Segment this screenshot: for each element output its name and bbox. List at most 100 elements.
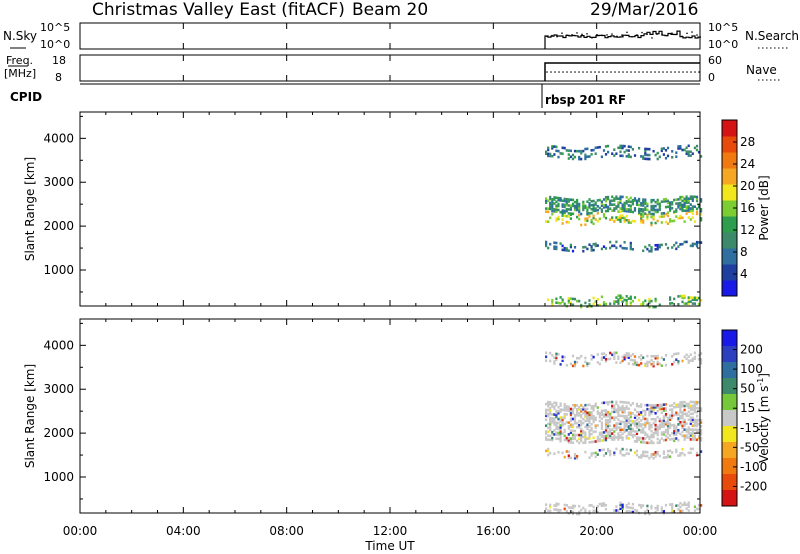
nave-dot bbox=[590, 71, 592, 73]
echo-cell bbox=[687, 418, 690, 421]
echo-cell bbox=[623, 430, 626, 434]
echo-cell bbox=[700, 198, 703, 201]
colorbar-tick-label: -15 bbox=[740, 421, 760, 435]
echo-cell bbox=[609, 414, 612, 418]
echo-cell bbox=[613, 426, 616, 429]
echo-cell bbox=[658, 303, 661, 307]
echo-cell bbox=[666, 205, 670, 209]
echo-cell bbox=[604, 216, 608, 220]
echo-cell bbox=[648, 408, 651, 411]
echo-cell bbox=[567, 301, 570, 304]
echo-cell bbox=[619, 195, 622, 199]
echo-cell bbox=[578, 433, 581, 437]
echo-cell bbox=[567, 157, 570, 160]
echo-cell bbox=[685, 197, 688, 200]
echo-cell bbox=[689, 428, 692, 431]
echo-cell bbox=[693, 298, 696, 302]
time-tick-label: 00:00 bbox=[63, 524, 98, 538]
echo-cell bbox=[652, 453, 655, 456]
echo-cell bbox=[567, 297, 570, 300]
echo-cell bbox=[557, 198, 560, 202]
echo-cell bbox=[555, 356, 558, 360]
echo-cell bbox=[627, 433, 630, 436]
echo-cell bbox=[666, 426, 670, 430]
time-tick-label: 04:00 bbox=[166, 524, 201, 538]
echo-cell bbox=[669, 426, 672, 429]
echo-cell bbox=[669, 201, 672, 204]
echo-cell bbox=[644, 454, 647, 458]
echo-cell bbox=[604, 434, 608, 438]
echo-cell bbox=[613, 355, 616, 358]
echo-cell bbox=[582, 408, 585, 411]
echo-cell bbox=[547, 414, 550, 418]
nsearch-dot bbox=[546, 35, 548, 38]
echo-cell bbox=[571, 153, 575, 157]
echo-cell bbox=[650, 433, 653, 437]
echo-cell bbox=[656, 429, 659, 433]
echo-cell bbox=[681, 300, 684, 304]
echo-cell bbox=[697, 353, 701, 357]
echo-cell bbox=[673, 297, 676, 301]
nave-dot bbox=[570, 71, 572, 73]
echo-cell bbox=[648, 413, 651, 417]
echo-cell bbox=[604, 302, 608, 306]
echo-cell bbox=[553, 362, 556, 365]
echo-cell bbox=[700, 429, 703, 432]
echo-cell bbox=[671, 416, 674, 419]
echo-cell bbox=[681, 424, 684, 428]
time-axis: 00:00 04:00 08:00 12:00 16:00 20:00 00:00 bbox=[63, 23, 717, 538]
echo-cell bbox=[681, 195, 684, 199]
echo-cell bbox=[669, 455, 672, 458]
echo-cell bbox=[691, 400, 694, 404]
echo-cell bbox=[664, 430, 668, 434]
echo-cell bbox=[590, 411, 593, 414]
echo-cell bbox=[662, 456, 665, 459]
echo-cell bbox=[677, 147, 680, 150]
echo-cell bbox=[621, 296, 624, 300]
echo-cell bbox=[613, 351, 616, 355]
echo-cell bbox=[650, 435, 653, 439]
echo-cell bbox=[625, 407, 628, 410]
echo-cell bbox=[617, 205, 620, 208]
echo-cell bbox=[662, 425, 665, 428]
echo-cell bbox=[633, 355, 637, 358]
echo-cell bbox=[617, 218, 620, 221]
echo-cell bbox=[561, 355, 564, 359]
echo-cell bbox=[607, 424, 610, 428]
echo-cell bbox=[615, 410, 618, 414]
echo-cell bbox=[598, 439, 601, 443]
echo-cell bbox=[590, 247, 593, 250]
echo-cell bbox=[673, 360, 676, 364]
echo-cell bbox=[569, 409, 572, 413]
echo-cell bbox=[681, 242, 684, 246]
echo-cell bbox=[648, 512, 651, 516]
echo-cell bbox=[617, 201, 620, 204]
echo-cell bbox=[578, 437, 581, 441]
echo-cell bbox=[573, 456, 577, 460]
echo-cell bbox=[671, 451, 674, 454]
nsearch-dot bbox=[551, 34, 553, 37]
echo-cell bbox=[631, 421, 634, 425]
echo-cell bbox=[656, 210, 659, 214]
echo-cell bbox=[638, 424, 641, 428]
echo-cell bbox=[700, 407, 703, 410]
echo-cell bbox=[635, 418, 639, 422]
echo-cell bbox=[695, 420, 699, 424]
echo-cell bbox=[691, 404, 694, 408]
echo-cell bbox=[633, 220, 637, 223]
echo-cell bbox=[613, 357, 616, 360]
echo-cell bbox=[625, 352, 628, 355]
echo-cell bbox=[664, 243, 668, 246]
echo-cell bbox=[617, 412, 620, 416]
echo-cell bbox=[555, 504, 558, 508]
echo-cell bbox=[669, 449, 672, 453]
echo-cell bbox=[654, 153, 657, 157]
echo-cell bbox=[681, 400, 684, 404]
echo-cell bbox=[619, 422, 622, 426]
echo-cell bbox=[615, 197, 618, 200]
echo-cell bbox=[567, 407, 570, 410]
echo-cell bbox=[656, 441, 659, 445]
echo-cell bbox=[666, 455, 670, 459]
echo-cell bbox=[615, 216, 618, 219]
velocity-y-label: Slant Range [km] bbox=[23, 364, 37, 468]
